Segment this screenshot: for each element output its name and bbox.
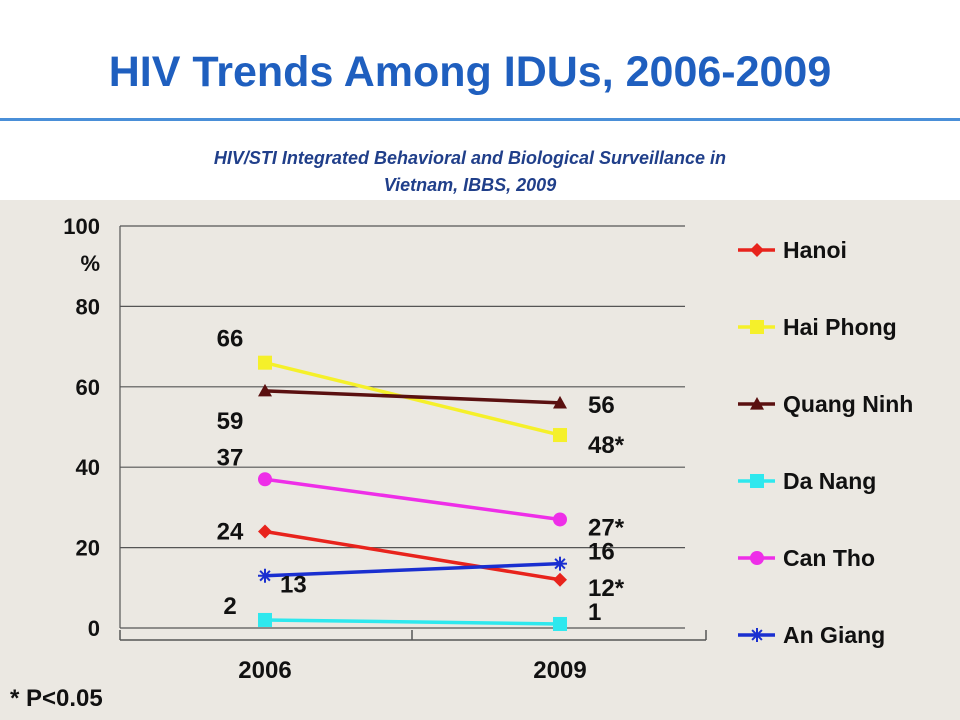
subtitle-line-1: HIV/STI Integrated Behavioral and Biolog…	[213, 148, 727, 168]
series-layer	[258, 355, 567, 631]
legend-label: Quang Ninh	[783, 391, 913, 417]
series-line	[264, 618, 561, 626]
data-point	[258, 524, 272, 539]
page-title: HIV Trends Among IDUs, 2006-2009	[108, 48, 832, 96]
data-point	[258, 472, 272, 487]
series-da-nang	[258, 612, 567, 631]
data-label: 2	[223, 593, 236, 620]
data-point	[750, 320, 764, 334]
chart-panel	[0, 200, 960, 720]
data-label: 27*	[588, 514, 625, 541]
legend-label: Hai Phong	[783, 314, 897, 340]
series-line	[264, 477, 561, 522]
series-line	[264, 389, 561, 405]
title-divider	[0, 118, 960, 121]
y-tick-label: 100	[63, 214, 100, 239]
legend-label: Hanoi	[783, 237, 847, 263]
x-tick-label: 2009	[533, 657, 586, 684]
y-axis-label: %	[80, 251, 100, 276]
series-hanoi	[258, 524, 567, 587]
data-point	[258, 355, 272, 370]
data-label-layer: 24 12* 66 48* 59 56 2 1 37 27* 13 16	[217, 326, 625, 626]
y-tick-label: 80	[76, 294, 100, 319]
data-label: 24	[217, 519, 244, 546]
data-label: 12*	[588, 575, 625, 602]
data-point	[553, 512, 567, 527]
axis-layer: 0 20 40 60 80 100% 2006 2009	[63, 214, 707, 684]
subtitle: HIV/STI Integrated Behavioral and Biolog…	[120, 145, 820, 199]
y-tick-label: 40	[76, 455, 100, 480]
series-line	[264, 360, 561, 437]
legend-label: Da Nang	[783, 468, 876, 494]
footnote: * P<0.05	[10, 685, 103, 712]
series-line	[264, 561, 561, 578]
data-point	[750, 628, 764, 642]
y-tick-label: 20	[76, 536, 100, 561]
legend-item-da-nang: Da Nang	[738, 468, 876, 494]
data-label: 16	[588, 539, 615, 566]
data-point	[750, 397, 764, 410]
data-point	[258, 612, 272, 627]
data-point	[553, 556, 567, 571]
data-point	[750, 243, 764, 257]
data-point	[258, 383, 272, 397]
x-tick-label: 2006	[238, 657, 291, 684]
series-quang-ninh	[258, 383, 567, 409]
series-line	[264, 529, 561, 582]
series-can-tho	[258, 472, 567, 527]
data-label: 13	[280, 572, 307, 599]
data-label: 59	[217, 408, 244, 435]
data-point	[553, 428, 567, 443]
y-tick-label: 0	[88, 616, 100, 641]
legend-label: Can Tho	[783, 545, 875, 571]
data-point	[750, 474, 764, 488]
data-point	[553, 616, 567, 631]
legend: Hanoi Hai Phong Quang Ninh Da Nang Can Tho An…	[738, 237, 913, 648]
data-label: 56	[588, 392, 615, 419]
data-point	[750, 551, 764, 565]
legend-label: An Giang	[783, 622, 885, 648]
legend-item-hai-phong: Hai Phong	[738, 314, 897, 340]
data-label: 66	[217, 326, 244, 353]
legend-item-quang-ninh: Quang Ninh	[738, 391, 913, 417]
data-point	[553, 395, 567, 409]
data-label: 48*	[588, 432, 625, 459]
data-label: 1	[588, 599, 601, 626]
series-hai-phong	[258, 355, 567, 443]
data-point	[553, 572, 567, 587]
legend-item-hanoi: Hanoi	[738, 237, 847, 263]
subtitle-line-2: Vietnam, IBBS, 2009	[383, 175, 557, 195]
data-label: 37	[217, 444, 244, 471]
series-an-giang	[258, 556, 567, 583]
y-tick-label: 60	[76, 375, 100, 400]
legend-item-an-giang: An Giang	[738, 622, 885, 648]
grid-layer	[120, 225, 685, 629]
data-point	[258, 568, 272, 583]
legend-item-can-tho: Can Tho	[738, 545, 875, 571]
